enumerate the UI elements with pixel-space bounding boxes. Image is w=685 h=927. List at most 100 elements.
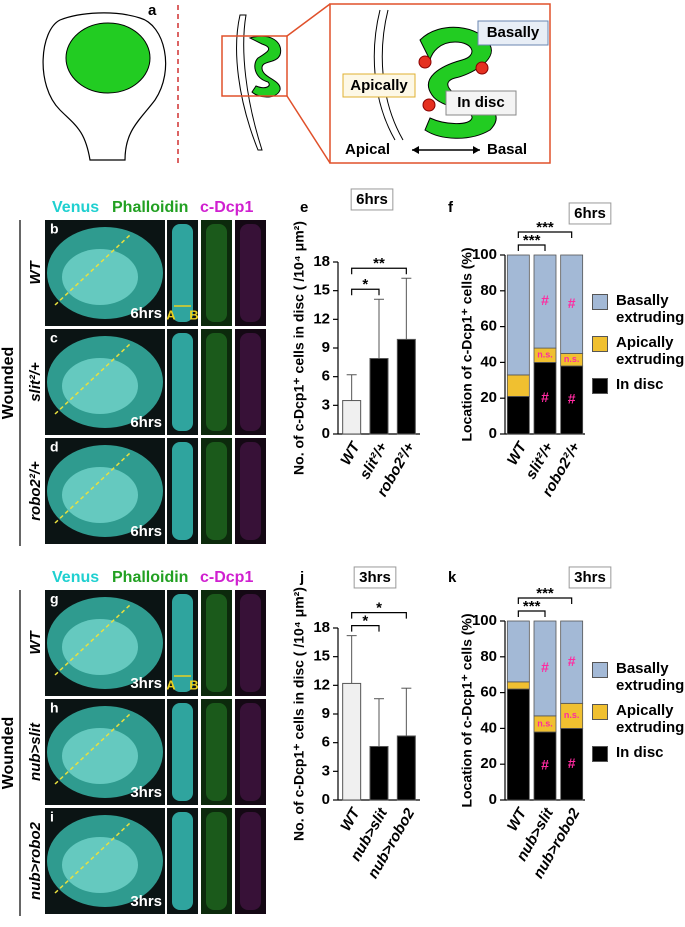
y-axis-label: Location of c-Dcp1⁺ cells (%)	[459, 247, 475, 441]
y-axis-label: No. of c-Dcp1⁺ cells in disc ( /10⁴ μm²)	[291, 221, 307, 475]
y-tick-label: 12	[313, 676, 330, 693]
axis-label: Basal	[487, 141, 527, 158]
micrograph-strip-tissue	[206, 594, 227, 692]
legend-label: In disc	[616, 744, 664, 761]
x-tick-label: WT	[504, 438, 531, 468]
significance-label: ***	[536, 219, 554, 236]
title-box	[568, 566, 612, 589]
bar-segment	[506, 688, 530, 801]
y-tick-label: 0	[322, 791, 330, 808]
legend-swatch	[592, 704, 608, 720]
y-tick-label: 6	[322, 368, 330, 385]
time-label: 3hrs	[130, 893, 162, 910]
significance-label: ***	[536, 585, 554, 602]
micrograph-strip-tissue	[206, 333, 227, 431]
significance-bracket	[351, 267, 407, 275]
bar-segment	[506, 396, 530, 435]
cell	[418, 55, 432, 69]
micrograph-strip-tissue	[172, 594, 193, 692]
wound-line	[54, 343, 131, 415]
micrograph-tissue	[62, 249, 138, 305]
axis-marker: B	[189, 307, 198, 322]
bar	[342, 682, 362, 801]
significance-label: *	[376, 600, 382, 617]
micrograph-strip-tissue	[206, 703, 227, 801]
segment-label: #	[541, 757, 549, 773]
micrograph-strip-tissue	[240, 333, 261, 431]
significance-bracket	[351, 288, 380, 296]
group-label: Wounded	[0, 347, 17, 420]
schematic: a Basally Apically In disc Apical Basal	[42, 2, 551, 165]
y-tick-label: 20	[480, 389, 497, 406]
segment-label: #	[541, 389, 549, 405]
chart-title: 3hrs	[574, 569, 606, 586]
panel-letter: d	[50, 439, 59, 455]
y-tick-label: 20	[480, 755, 497, 772]
legend-item: Apically extruding	[592, 334, 685, 368]
bar-segment	[506, 254, 530, 376]
bar-segment	[560, 620, 584, 704]
legend-item: Apically extruding	[592, 702, 685, 736]
significance-label: ***	[523, 232, 541, 249]
panel-letter: a	[148, 2, 157, 19]
wound-line	[54, 604, 131, 676]
panel-letter: g	[50, 591, 59, 607]
channel-label: Phalloidin	[112, 199, 188, 216]
y-tick-label: 0	[322, 425, 330, 442]
segment-label: #	[568, 391, 576, 407]
y-tick-label: 100	[472, 612, 497, 629]
micrograph-strip-tissue	[240, 703, 261, 801]
segment-label: #	[568, 295, 576, 311]
segment-label: #	[568, 755, 576, 771]
y-tick-label: 6	[322, 734, 330, 751]
micrograph-tissue	[62, 728, 138, 784]
label-box	[445, 90, 517, 116]
title-box	[353, 566, 397, 589]
genotype-label: slit²/+	[27, 362, 44, 402]
micrograph-strip-tissue	[206, 442, 227, 540]
significance-label: **	[373, 255, 385, 272]
peripodial	[236, 14, 263, 151]
time-label: 3hrs	[130, 675, 162, 692]
channel-label: Venus	[52, 199, 99, 216]
y-tick-label: 9	[322, 339, 330, 356]
y-tick-label: 0	[489, 425, 497, 442]
legend-swatch	[592, 336, 608, 352]
y-tick-label: 3	[322, 762, 330, 779]
y-axis-label: Location of c-Dcp1⁺ cells (%)	[459, 613, 475, 807]
panel-letter: j	[299, 569, 304, 586]
arrow-head	[412, 146, 480, 154]
segment-label: #	[541, 659, 549, 675]
legend-swatch	[592, 662, 608, 678]
zoom-box	[221, 35, 288, 97]
label-box	[477, 20, 549, 46]
channel-label: c-Dcp1	[200, 569, 253, 586]
wound-line	[54, 822, 131, 894]
chart-title: 6hrs	[574, 205, 606, 222]
segment-label: #	[568, 653, 576, 669]
bar-segment	[533, 620, 557, 717]
bar-segment	[506, 681, 530, 690]
title-box	[350, 188, 394, 211]
bar	[369, 745, 389, 801]
channel-label: Venus	[52, 569, 99, 586]
legend: Basally extruding Apically extruding In di…	[592, 292, 685, 402]
y-tick-label: 60	[480, 684, 497, 701]
y-tick-label: 15	[313, 648, 330, 665]
micrograph-tissue	[62, 467, 138, 523]
chart-title: 3hrs	[359, 569, 391, 586]
axis-marker: A	[166, 677, 176, 692]
y-tick-label: 15	[313, 282, 330, 299]
time-label: 3hrs	[130, 784, 162, 801]
y-tick-label: 60	[480, 318, 497, 335]
axis-label: Apical	[345, 141, 390, 158]
significance-label: ***	[523, 598, 541, 615]
y-tick-label: 0	[489, 791, 497, 808]
genotype-label: WT	[27, 630, 44, 655]
significance-label: *	[362, 276, 368, 293]
label: Basally	[487, 24, 540, 41]
legend-item: In disc	[592, 376, 685, 394]
segment-label: n.s.	[564, 354, 580, 364]
